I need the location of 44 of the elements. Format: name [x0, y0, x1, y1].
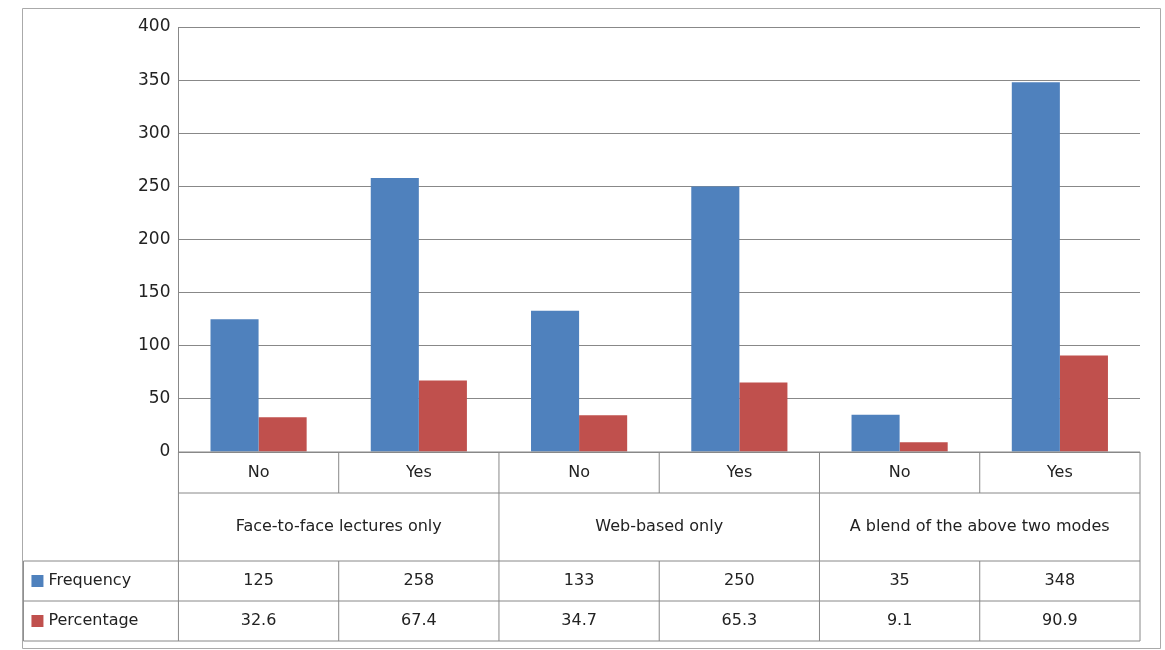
data-label: 133 — [563, 570, 595, 590]
bar — [1059, 355, 1108, 452]
data-label: 90.9 — [1042, 610, 1078, 630]
data-label: 65.3 — [721, 610, 758, 630]
y-tick-label: 250 — [137, 174, 171, 195]
bar — [531, 310, 580, 452]
bar — [579, 415, 628, 452]
y-tick-label: 200 — [137, 227, 171, 248]
data-label: 32.6 — [240, 610, 277, 630]
x-tick-label: Yes — [404, 461, 432, 481]
bar — [851, 414, 900, 452]
bar — [258, 417, 307, 452]
x-tick-label: Yes — [1045, 461, 1073, 481]
data-label: 67.4 — [401, 610, 437, 630]
bar — [210, 319, 259, 452]
y-tick-label: 400 — [137, 15, 171, 36]
data-label: 35 — [889, 570, 910, 590]
x-tick-label: No — [568, 461, 590, 481]
data-label: 258 — [403, 570, 435, 590]
data-label: 9.1 — [886, 610, 913, 630]
bar — [739, 382, 788, 452]
y-tick-label: 50 — [148, 387, 171, 408]
text: Web-based only — [595, 516, 724, 536]
data-label: 250 — [724, 570, 755, 590]
bar — [899, 442, 948, 452]
bar — [418, 380, 467, 452]
bar — [1011, 82, 1060, 452]
legend-label: Frequency — [48, 570, 132, 590]
y-tick-label: 100 — [137, 334, 171, 355]
legend-label: Percentage — [48, 610, 139, 630]
data-label: 348 — [1044, 570, 1076, 590]
text: Face-to-face lectures only — [235, 516, 442, 536]
y-tick-label: 300 — [137, 121, 171, 142]
data-label: 125 — [243, 570, 274, 590]
bar — [370, 177, 419, 452]
x-tick-label: No — [888, 461, 911, 481]
y-tick-label: 0 — [159, 440, 171, 461]
y-tick-label: 350 — [137, 68, 171, 89]
data-label: 34.7 — [561, 610, 597, 630]
x-tick-label: No — [247, 461, 270, 481]
x-tick-label: Yes — [725, 461, 753, 481]
text: A blend of the above two modes — [849, 516, 1110, 536]
y-tick-label: 150 — [137, 281, 171, 302]
bar — [691, 186, 740, 452]
